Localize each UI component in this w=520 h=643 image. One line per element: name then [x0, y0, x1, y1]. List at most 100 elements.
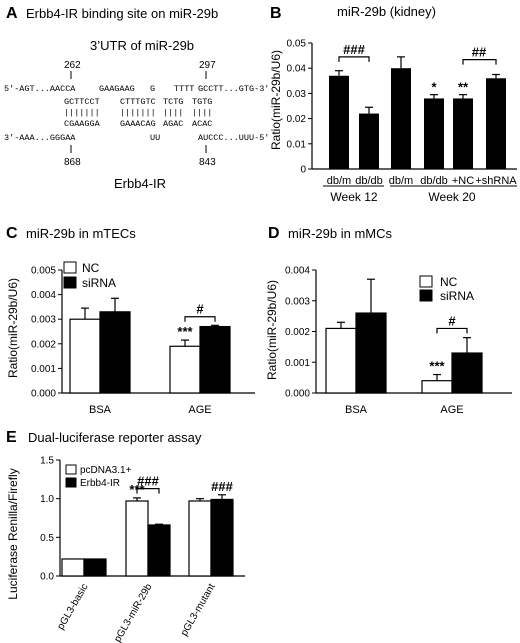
week-20-label: Week 20	[428, 190, 475, 204]
chart-d: 0.000 0.001 0.002 0.003 0.004 BSA AGE *** #	[285, 266, 512, 416]
panel-b-ylabel: Ratio(miR-29b/U6)	[269, 50, 283, 150]
position-297: 297	[199, 60, 216, 71]
e-x-tick-label: pGL3-mutant	[179, 582, 218, 638]
c-y-tick-label: 0.002	[31, 339, 56, 350]
e-y-tick-label: 1.0	[40, 494, 54, 505]
b-x-tick-label: db/m	[389, 175, 413, 187]
panel-b-title: miR-29b (kidney)	[337, 4, 436, 19]
c-hash-significance-label: #	[196, 302, 204, 317]
e-y-tick-label: 0.5	[40, 533, 54, 544]
top-loop-3: TTTT	[174, 84, 194, 94]
legend-e-erbb4-swatch	[65, 477, 77, 488]
bottom-strand-right: AUCCC...UUU-5'	[198, 133, 269, 143]
legend-d-nc-swatch	[419, 275, 433, 288]
c-y-tick-label: 0.005	[31, 266, 56, 277]
b-bar	[359, 113, 379, 169]
b-bar	[391, 68, 411, 169]
b-y-tick-label: 0.02	[287, 114, 307, 125]
pair-bars-2: |||||||	[120, 108, 156, 118]
c-star3-significance-label: ***	[177, 324, 193, 339]
e-bar	[210, 498, 234, 577]
position-262: 262	[64, 60, 81, 71]
b-y-tick-label: 0.04	[287, 64, 307, 75]
panel-a-gene-label: Erbb4-IR	[114, 176, 166, 191]
d-star3-significance-label: ***	[429, 359, 445, 374]
panel-label-a: A	[6, 5, 18, 22]
panel-c-title: miR-29b in mTECs	[26, 226, 136, 241]
d-y-tick-label: 0.003	[285, 296, 310, 307]
panel-label-c: C	[6, 225, 18, 242]
d-x-tick-label: BSA	[345, 404, 368, 416]
top-loop-2: G	[150, 84, 155, 94]
b-bar	[486, 78, 506, 169]
top-strand-left: 5'-AGT...AACCA	[4, 84, 76, 94]
c-x-tick-label: BSA	[89, 404, 112, 416]
pair-bars-3: ||||	[163, 108, 183, 118]
chart-b: 0 0.01 0.02 0.03 0.04 0.05 db/m db/db db/m db/db +…	[287, 39, 518, 188]
panel-d-ylabel: Ratio(miR-29b/U6)	[265, 280, 279, 380]
e-x-tick-label: pGL3-basic	[56, 582, 91, 632]
b-y-tick-label: 0.03	[287, 89, 307, 100]
paired-top-3: TCTG	[163, 97, 183, 107]
week-12-label: Week 12	[330, 190, 377, 204]
c-y-tick-label: 0.003	[31, 315, 56, 326]
c-y-tick-label: 0.001	[31, 364, 56, 375]
bottom-loop-1: UU	[150, 133, 160, 143]
d-y-tick-label: 0.000	[285, 389, 310, 400]
b-bar	[329, 75, 349, 169]
b-star2-significance-label: **	[458, 80, 469, 95]
b-hash3-bracket	[338, 56, 370, 62]
c-bar	[99, 311, 131, 394]
b-y-tick-label: 0	[300, 165, 306, 176]
c-hash-bracket	[184, 316, 216, 322]
b-x-tick-label: +shRNA	[475, 175, 517, 187]
paired-bottom-4: ACAC	[192, 119, 212, 129]
d-hash-bracket	[436, 327, 468, 334]
e-hash3-significance-label: ###	[137, 474, 159, 489]
legend-d-nc: NC	[440, 275, 458, 289]
e-hash3b-significance-label: ###	[211, 479, 233, 494]
e-y-tick-label: 1.5	[40, 456, 54, 467]
panel-c-ylabel: Ratio(miR-29b/U6)	[6, 278, 20, 378]
c-y-tick-label: 0.000	[31, 389, 56, 400]
d-bar	[355, 312, 387, 394]
legend-d-sirna-swatch	[419, 289, 433, 302]
legend-c-sirna: siRNA	[82, 276, 116, 290]
c-bar	[169, 345, 201, 394]
e-bar	[83, 558, 107, 577]
panel-label-b: B	[270, 5, 282, 22]
d-bar	[451, 352, 483, 394]
legend-c-nc-swatch	[63, 261, 77, 274]
panel-label-d: D	[268, 225, 280, 242]
d-y-tick-label: 0.002	[285, 327, 310, 338]
top-loop-1: GAAGAAG	[99, 84, 135, 94]
position-868: 868	[64, 157, 81, 168]
position-843: 843	[199, 157, 216, 168]
e-bar	[147, 524, 171, 577]
paired-top-4: TGTG	[192, 97, 212, 107]
paired-bottom-3: AGAC	[163, 119, 183, 129]
d-y-tick-label: 0.004	[285, 266, 310, 277]
b-y-tick-label: 0.05	[287, 39, 307, 50]
legend-c-nc: NC	[82, 261, 100, 275]
panel-e-ylabel: Luciferase Renilla/Firefly	[6, 468, 20, 599]
b-bar	[424, 98, 444, 169]
e-y-tick-label: 0.0	[40, 572, 54, 583]
panel-a-utr-label: 3’UTR of miR-29b	[90, 38, 194, 53]
b-x-tick-label: db/db	[420, 175, 448, 187]
e-bar	[61, 558, 85, 577]
e-x-tick-label: pGL3-miR-29b	[112, 582, 155, 643]
e-bar	[188, 500, 212, 577]
paired-bottom-2: GAAACAG	[120, 119, 156, 129]
legend-d-sirna: siRNA	[440, 289, 474, 303]
c-bar	[69, 318, 101, 394]
c-y-tick-label: 0.004	[31, 290, 56, 301]
c-bar	[199, 325, 231, 394]
b-x-tick-label: +NC	[452, 175, 474, 187]
b-bar	[453, 98, 473, 169]
pair-bars-1: |||||||	[64, 108, 100, 118]
b-y-tick-label: 0.01	[287, 139, 307, 150]
e-hash3-bracket	[136, 488, 160, 494]
d-hash-significance-label: #	[448, 313, 456, 328]
